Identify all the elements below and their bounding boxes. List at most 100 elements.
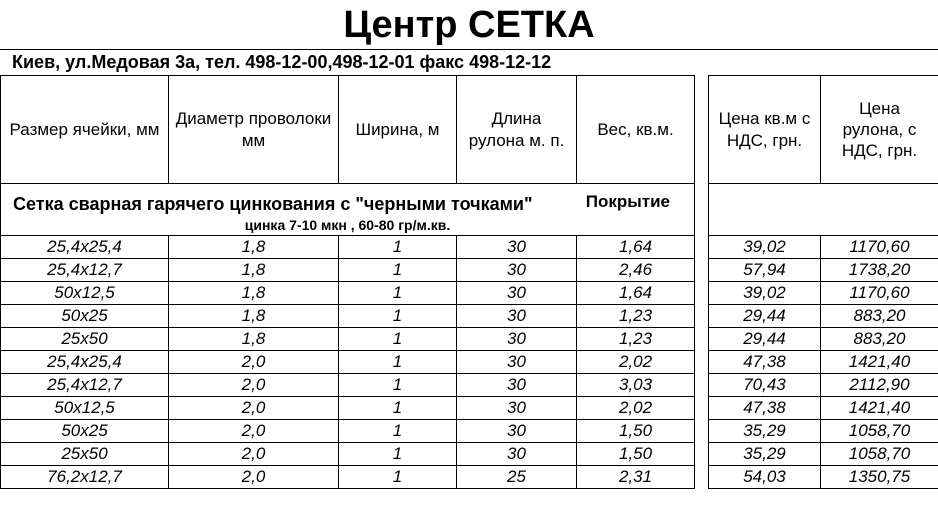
- cell: 25,4х25,4: [1, 350, 169, 373]
- cell: 50х25: [1, 304, 169, 327]
- cell: 1350,75: [821, 465, 938, 488]
- col-weight: Вес, кв.м.: [577, 76, 695, 184]
- section-row: Сетка сварная гарячего цинкования с "чер…: [1, 184, 938, 236]
- cell: 30: [457, 396, 577, 419]
- cell: 1058,70: [821, 442, 938, 465]
- cell: 2,0: [169, 419, 339, 442]
- cell: 30: [457, 235, 577, 258]
- cell-gap: [695, 396, 709, 419]
- cell: 1,23: [577, 327, 695, 350]
- cell-gap: [695, 442, 709, 465]
- cell: 1058,70: [821, 419, 938, 442]
- cell: 1,64: [577, 235, 695, 258]
- cell: 1: [339, 235, 457, 258]
- table-row: 50х12,52,01302,02 47,381421,40: [1, 396, 938, 419]
- cell: 54,03: [709, 465, 821, 488]
- section-gap: [695, 184, 709, 236]
- cell-gap: [695, 465, 709, 488]
- section-sub: цинка 7-10 мкн , 60-80 гр/м.кв.: [1, 217, 694, 233]
- cell: 1,8: [169, 327, 339, 350]
- cell: 70,43: [709, 373, 821, 396]
- cell: 1421,40: [821, 350, 938, 373]
- cell: 57,94: [709, 258, 821, 281]
- cell: 1,8: [169, 281, 339, 304]
- cell: 1,23: [577, 304, 695, 327]
- col-roll-length: Длина рулона м. п.: [457, 76, 577, 184]
- cell: 1738,20: [821, 258, 938, 281]
- company-address: Киев, ул.Медовая 3а, тел. 498-12-00,498-…: [0, 49, 938, 75]
- cell: 25х50: [1, 442, 169, 465]
- cell-gap: [695, 419, 709, 442]
- cell: 1: [339, 304, 457, 327]
- cell: 2,46: [577, 258, 695, 281]
- section-right: [709, 184, 938, 236]
- table-row: 25,4х25,42,01302,0247,381421,40: [1, 350, 938, 373]
- page-title: Центр СЕТКА: [0, 0, 938, 49]
- cell: 1421,40: [821, 396, 938, 419]
- table-row: 25,4х25,41,81301,6439,021170,60: [1, 235, 938, 258]
- cell: 1170,60: [821, 235, 938, 258]
- cell: 30: [457, 373, 577, 396]
- table-row: 50х252,01301,50 35,291058,70: [1, 419, 938, 442]
- table-row: 76,2х12,72,01252,3154,031350,75: [1, 465, 938, 488]
- table-header-row: Размер ячейки, мм Диаметр проволоки мм Ш…: [1, 76, 938, 184]
- col-wire-diam: Диаметр проволоки мм: [169, 76, 339, 184]
- section-cell: Сетка сварная гарячего цинкования с "чер…: [1, 184, 695, 236]
- cell: 1,64: [577, 281, 695, 304]
- table-row: 25,4х12,71,81302,4657,941738,20: [1, 258, 938, 281]
- cell: 50х12,5: [1, 396, 169, 419]
- cell: 30: [457, 419, 577, 442]
- col-price-m2: Цена кв.м с НДС, грн.: [709, 76, 821, 184]
- cell: 47,38: [709, 396, 821, 419]
- cell: 25: [457, 465, 577, 488]
- col-width: Ширина, м: [339, 76, 457, 184]
- cell: 25,4х25,4: [1, 235, 169, 258]
- cell: 883,20: [821, 304, 938, 327]
- table-body: 25,4х25,41,81301,6439,021170,6025,4х12,7…: [1, 235, 938, 488]
- cell: 39,02: [709, 235, 821, 258]
- cell: 29,44: [709, 304, 821, 327]
- cell: 2112,90: [821, 373, 938, 396]
- cell: 50х12,5: [1, 281, 169, 304]
- cell: 1170,60: [821, 281, 938, 304]
- cell: 1,8: [169, 304, 339, 327]
- table-row: 50х251,81301,23 29,44883,20: [1, 304, 938, 327]
- cell: 1,50: [577, 419, 695, 442]
- price-table: Размер ячейки, мм Диаметр проволоки мм Ш…: [0, 75, 938, 489]
- cell: 2,0: [169, 396, 339, 419]
- col-gap: [695, 76, 709, 184]
- cell: 30: [457, 442, 577, 465]
- col-price-roll: Цена рулона, с НДС, грн.: [821, 76, 938, 184]
- cell: 2,02: [577, 396, 695, 419]
- cell: 1: [339, 419, 457, 442]
- cell: 883,20: [821, 327, 938, 350]
- cell: 1: [339, 396, 457, 419]
- cell-gap: [695, 281, 709, 304]
- cell: 1: [339, 465, 457, 488]
- table-row: 50х12,51,81301,6439,021170,60: [1, 281, 938, 304]
- cell: 25,4х12,7: [1, 373, 169, 396]
- cell: 76,2х12,7: [1, 465, 169, 488]
- cell: 35,29: [709, 419, 821, 442]
- cell: 47,38: [709, 350, 821, 373]
- cell-gap: [695, 235, 709, 258]
- col-cell-size: Размер ячейки, мм: [1, 76, 169, 184]
- cell: 1: [339, 373, 457, 396]
- price-sheet: Центр СЕТКА Киев, ул.Медовая 3а, тел. 49…: [0, 0, 938, 489]
- cell: 1: [339, 350, 457, 373]
- table-row: 25х501,81301,2329,44883,20: [1, 327, 938, 350]
- section-heading: Сетка сварная гарячего цинкования с "чер…: [13, 194, 533, 214]
- cell-gap: [695, 304, 709, 327]
- cell: 2,0: [169, 373, 339, 396]
- cell: 1: [339, 281, 457, 304]
- cell: 50х25: [1, 419, 169, 442]
- cell-gap: [695, 373, 709, 396]
- cell: 1,8: [169, 258, 339, 281]
- cell-gap: [695, 327, 709, 350]
- cell-gap: [695, 350, 709, 373]
- cell: 30: [457, 350, 577, 373]
- cell: 29,44: [709, 327, 821, 350]
- cell-gap: [695, 258, 709, 281]
- cell: 30: [457, 281, 577, 304]
- cell: 30: [457, 304, 577, 327]
